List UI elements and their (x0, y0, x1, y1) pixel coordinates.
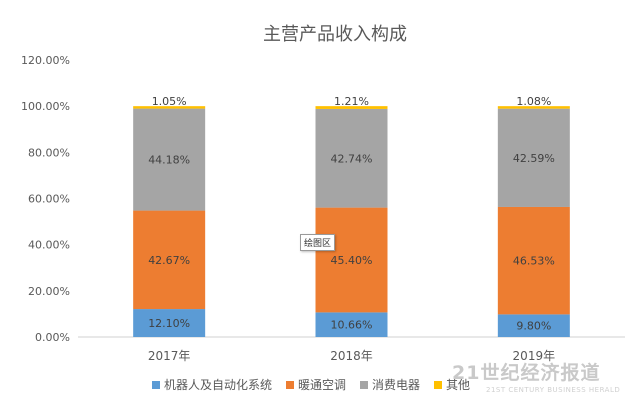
data-label: 1.08% (516, 95, 551, 108)
legend-label: 消费电器 (372, 378, 420, 392)
bar-segment (315, 106, 388, 109)
legend-swatch (434, 381, 442, 389)
data-label: 10.66% (331, 319, 373, 332)
x-tick-label: 2018年 (330, 349, 373, 363)
bar-segment (133, 309, 206, 337)
data-label: 44.18% (148, 154, 190, 167)
legend-swatch (360, 381, 368, 389)
bar-segment (315, 312, 388, 337)
y-tick-label: 0.00% (35, 331, 70, 344)
bar-segment (315, 207, 388, 313)
data-label: 45.40% (331, 254, 373, 267)
chart-title: 主营产品收入构成 (263, 24, 407, 45)
plot-area-tooltip: 绘图区 (300, 234, 336, 251)
bar-segment (497, 206, 570, 315)
data-label: 42.59% (513, 152, 555, 165)
watermark-subtitle: 21ST CENTURY BUSINESS HERALD (486, 386, 621, 394)
watermark-logo-text: 21世纪经济报道 (452, 362, 601, 384)
y-tick-label: 40.00% (28, 239, 70, 252)
y-tick-label: 100.00% (21, 100, 70, 113)
legend-label: 其他 (446, 378, 470, 392)
x-axis: 2017年 2018年 2019年 (148, 349, 555, 363)
bar-segment (497, 106, 570, 109)
y-tick-label: 60.00% (28, 193, 70, 206)
legend-label: 机器人及自动化系统 (164, 378, 272, 392)
bar-segment (133, 210, 206, 310)
bars: 12.10% 42.67% 44.18% 1.05% 10.66% 45.40% 42.74… (133, 95, 570, 337)
bar-segment (315, 108, 388, 208)
legend: 机器人及自动化系统 暖通空调 消费电器 其他 (152, 378, 470, 392)
data-label: 1.21% (334, 95, 369, 108)
bar-segment (133, 106, 206, 109)
legend-label: 暖通空调 (298, 378, 346, 392)
legend-swatch (152, 381, 160, 389)
y-tick-label: 120.00% (21, 54, 70, 67)
x-tick-label: 2019年 (513, 349, 556, 363)
y-tick-label: 80.00% (28, 146, 70, 159)
legend-swatch (286, 381, 294, 389)
data-label: 9.80% (516, 320, 551, 333)
data-label: 12.10% (148, 317, 190, 330)
bar-segment (133, 108, 206, 211)
y-tick-label: 20.00% (28, 285, 70, 298)
data-label: 42.67% (148, 254, 190, 267)
bar-segment (497, 108, 570, 207)
data-label: 1.05% (152, 95, 187, 108)
data-label: 46.53% (513, 255, 555, 268)
x-tick-label: 2017年 (148, 349, 191, 363)
bar-segment (497, 314, 570, 337)
data-label: 42.74% (331, 152, 373, 165)
